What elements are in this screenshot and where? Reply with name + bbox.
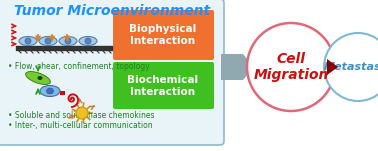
Ellipse shape <box>26 72 50 84</box>
Ellipse shape <box>85 38 91 44</box>
Text: • Flow, shear, confinement, topology: • Flow, shear, confinement, topology <box>8 62 150 71</box>
Ellipse shape <box>65 38 71 44</box>
Circle shape <box>76 107 88 119</box>
Ellipse shape <box>19 37 37 45</box>
Ellipse shape <box>39 37 57 45</box>
Ellipse shape <box>45 38 51 44</box>
Ellipse shape <box>79 37 97 45</box>
Ellipse shape <box>37 76 42 80</box>
Polygon shape <box>221 54 254 80</box>
Text: • Soluble and solid-phase chemokines: • Soluble and solid-phase chemokines <box>8 111 155 120</box>
FancyBboxPatch shape <box>113 10 214 60</box>
Bar <box>60 91 65 95</box>
Text: Biochemical
Interaction: Biochemical Interaction <box>127 75 198 97</box>
Ellipse shape <box>46 88 54 94</box>
Polygon shape <box>327 59 338 75</box>
Ellipse shape <box>40 85 60 96</box>
Text: Biophysical
Interaction: Biophysical Interaction <box>129 24 197 46</box>
FancyBboxPatch shape <box>113 62 214 109</box>
Text: Cell
Migration: Cell Migration <box>253 52 329 82</box>
Ellipse shape <box>59 37 77 45</box>
Text: Metastasis: Metastasis <box>324 62 378 72</box>
Circle shape <box>324 33 378 101</box>
Ellipse shape <box>25 38 31 44</box>
FancyBboxPatch shape <box>0 0 224 145</box>
Circle shape <box>247 23 335 111</box>
Text: • Inter-, multi-cellular communication: • Inter-, multi-cellular communication <box>8 121 153 130</box>
Text: Tumor Microenvironment: Tumor Microenvironment <box>14 4 210 18</box>
